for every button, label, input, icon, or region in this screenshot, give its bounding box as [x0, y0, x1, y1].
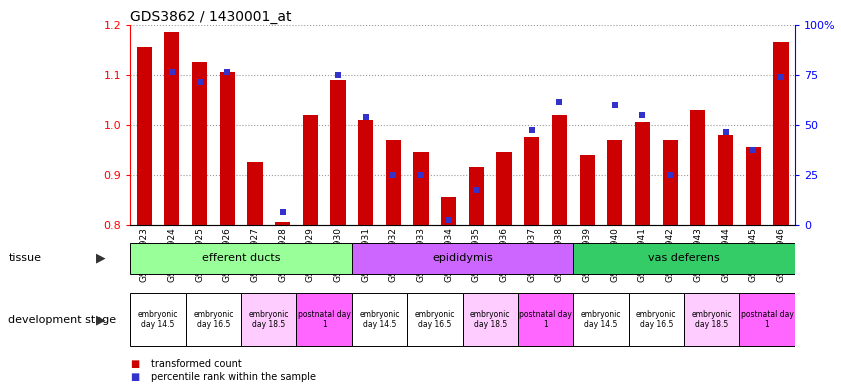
Bar [524, 137, 539, 225]
Bar [718, 135, 733, 225]
Text: embryonic
day 16.5: embryonic day 16.5 [415, 310, 455, 329]
FancyBboxPatch shape [518, 293, 574, 346]
Text: ▶: ▶ [96, 313, 106, 326]
Text: embryonic
day 14.5: embryonic day 14.5 [359, 310, 399, 329]
FancyBboxPatch shape [352, 243, 574, 274]
Bar [303, 115, 318, 225]
Bar [746, 147, 761, 225]
Bar [164, 33, 179, 225]
FancyBboxPatch shape [186, 293, 241, 346]
Bar [331, 80, 346, 225]
Bar [192, 63, 207, 225]
Text: embryonic
day 14.5: embryonic day 14.5 [138, 310, 178, 329]
Bar [690, 110, 706, 225]
Text: embryonic
day 14.5: embryonic day 14.5 [581, 310, 621, 329]
Text: postnatal day
1: postnatal day 1 [298, 310, 351, 329]
Text: percentile rank within the sample: percentile rank within the sample [151, 372, 316, 382]
Bar [496, 152, 511, 225]
FancyBboxPatch shape [130, 243, 352, 274]
FancyBboxPatch shape [463, 293, 518, 346]
Bar [414, 152, 429, 225]
Bar [773, 43, 789, 225]
FancyBboxPatch shape [352, 293, 407, 346]
Bar [136, 47, 152, 225]
FancyBboxPatch shape [628, 293, 684, 346]
Bar [552, 115, 567, 225]
Bar [386, 140, 401, 225]
Text: ■: ■ [130, 372, 140, 382]
Text: GDS3862 / 1430001_at: GDS3862 / 1430001_at [130, 10, 292, 24]
FancyBboxPatch shape [241, 293, 296, 346]
Text: development stage: development stage [8, 314, 117, 325]
FancyBboxPatch shape [574, 293, 628, 346]
FancyBboxPatch shape [684, 293, 739, 346]
Text: efferent ducts: efferent ducts [202, 253, 280, 263]
Bar [663, 140, 678, 225]
Text: vas deferens: vas deferens [648, 253, 720, 263]
Text: embryonic
day 18.5: embryonic day 18.5 [249, 310, 289, 329]
Text: embryonic
day 18.5: embryonic day 18.5 [470, 310, 510, 329]
Text: embryonic
day 16.5: embryonic day 16.5 [193, 310, 234, 329]
Bar [635, 122, 650, 225]
Text: postnatal day
1: postnatal day 1 [741, 310, 794, 329]
FancyBboxPatch shape [296, 293, 352, 346]
FancyBboxPatch shape [130, 293, 186, 346]
Text: postnatal day
1: postnatal day 1 [519, 310, 572, 329]
Bar [275, 222, 290, 225]
FancyBboxPatch shape [407, 293, 463, 346]
Bar [607, 140, 622, 225]
Bar [247, 162, 262, 225]
Bar [579, 155, 595, 225]
Text: embryonic
day 16.5: embryonic day 16.5 [636, 310, 676, 329]
Text: epididymis: epididymis [432, 253, 493, 263]
Text: ■: ■ [130, 359, 140, 369]
Text: tissue: tissue [8, 253, 41, 263]
FancyBboxPatch shape [574, 243, 795, 274]
Bar [220, 73, 235, 225]
Text: ▶: ▶ [96, 252, 106, 265]
Bar [358, 120, 373, 225]
Text: transformed count: transformed count [151, 359, 242, 369]
Bar [468, 167, 484, 225]
FancyBboxPatch shape [739, 293, 795, 346]
Text: embryonic
day 18.5: embryonic day 18.5 [691, 310, 732, 329]
Bar [441, 197, 457, 225]
